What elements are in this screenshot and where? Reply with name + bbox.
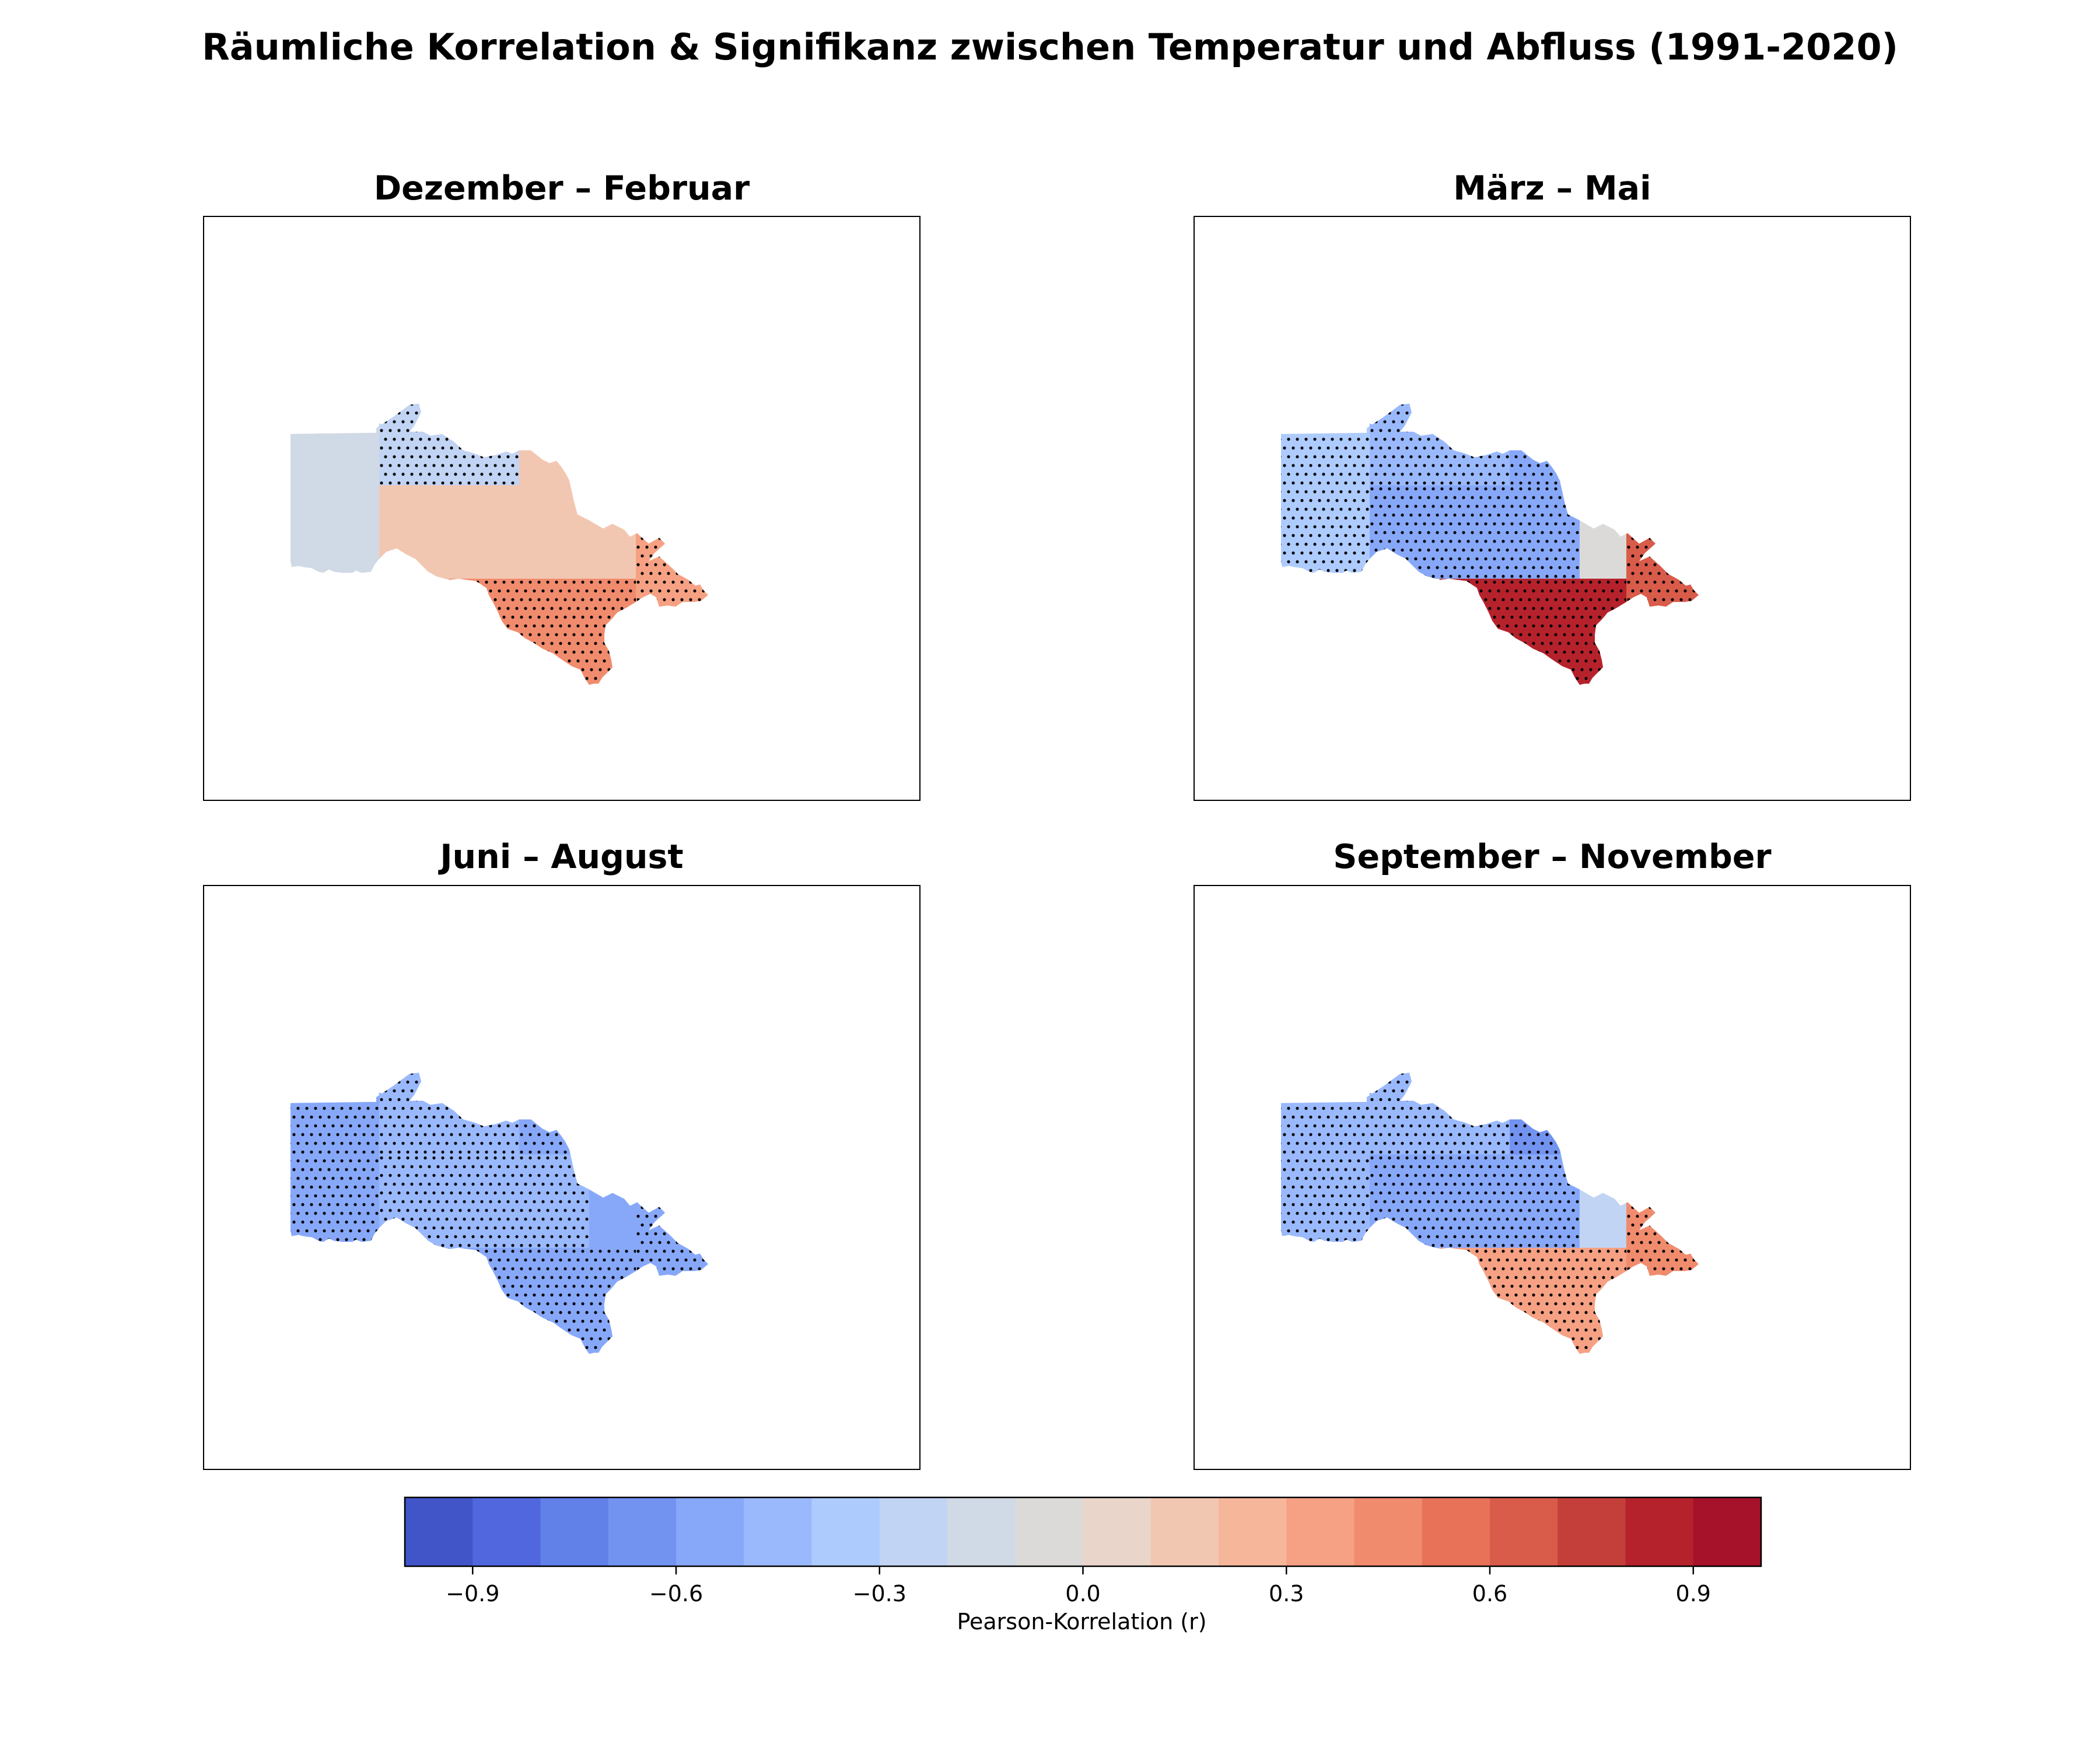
significance-stipple-center [380, 1156, 589, 1247]
map-svg [290, 404, 708, 685]
colorbar-bin [1422, 1497, 1490, 1566]
significance-stipple-fergana [636, 1180, 708, 1288]
colorbar: −0.9 −0.6 −0.3 0.0 0.3 0.6 0.9 [404, 1496, 1762, 1606]
colorbar-label: Pearson-Korrelation (r) [957, 1609, 1207, 1634]
colorbar-bin [811, 1497, 880, 1566]
region-west [1281, 1073, 1370, 1294]
region-fergana [1626, 1178, 1699, 1294]
region-fergana [636, 509, 708, 625]
colorbar-tick-label: 0.0 [1065, 1581, 1100, 1606]
region-northwest [379, 1073, 519, 1154]
map-panel-mam [1194, 216, 1911, 801]
region-southeast [449, 1248, 636, 1354]
region-northwest [379, 404, 519, 485]
colorbar-bin [1219, 1497, 1287, 1566]
panel-title-mam: März – Mai [1453, 169, 1651, 208]
colorbar-bin [1286, 1497, 1354, 1566]
colorbar-bin [879, 1497, 948, 1566]
colorbar-bin [1558, 1497, 1626, 1566]
significance-stipple-fergana [1627, 510, 1699, 619]
colorbar-bin [540, 1497, 609, 1566]
map-svg [290, 1073, 708, 1354]
region-west [1281, 404, 1370, 625]
colorbar-tick-label: 0.6 [1472, 1581, 1507, 1606]
region-southeast [1440, 1248, 1626, 1354]
colorbar-bin [1693, 1497, 1762, 1566]
region-center [379, 485, 589, 579]
significance-stipple-fergana [636, 510, 708, 619]
colorbar-bin [608, 1497, 677, 1566]
colorbar-tick-label: 0.9 [1676, 1581, 1711, 1606]
colorbar-bin [1490, 1497, 1558, 1566]
significance-stipple-fergana [1627, 1180, 1699, 1288]
map-svg [1281, 404, 1699, 685]
colorbar-bin [676, 1497, 744, 1566]
colorbar-tick-label: −0.6 [649, 1581, 703, 1606]
region-east [1510, 404, 1626, 485]
chart-title: Räumliche Korrelation & Signifikanz zwis… [202, 26, 1898, 68]
panel-title-son: September – November [1333, 838, 1772, 876]
colorbar-bin [405, 1497, 473, 1566]
map-panel-jja [203, 885, 921, 1470]
colorbar-bin [1625, 1497, 1694, 1566]
region-northwest [1370, 1073, 1510, 1154]
colorbar-bin [744, 1497, 812, 1566]
region-east [1510, 1073, 1626, 1154]
map-panel-djf [203, 216, 921, 801]
region-fergana [1626, 509, 1699, 625]
colorbar-tick-label: −0.9 [446, 1581, 499, 1606]
panel-title-jja: Juni – August [440, 838, 684, 876]
colorbar-tick-label: 0.3 [1269, 1581, 1304, 1606]
significance-stipple-center [1370, 1156, 1579, 1247]
region-east [519, 404, 636, 485]
colorbar-bin [473, 1497, 541, 1566]
region-west [290, 404, 379, 625]
region-fergana [636, 1178, 708, 1294]
map-svg [1281, 1073, 1699, 1354]
colorbar-bin [1354, 1497, 1423, 1566]
colorbar-bin [1083, 1497, 1152, 1566]
colorbar-bin [947, 1497, 1016, 1566]
region-east [519, 1073, 636, 1154]
map-panel-son [1194, 885, 1911, 1470]
region-northwest [1370, 404, 1510, 485]
colorbar-tick-label: −0.3 [853, 1581, 907, 1606]
colorbar-bin [1015, 1497, 1083, 1566]
region-southeast [449, 579, 636, 685]
region-southeast [1440, 579, 1626, 685]
colorbar-bin [1150, 1497, 1219, 1566]
region-west [290, 1073, 379, 1294]
panel-title-djf: Dezember – Februar [373, 169, 750, 208]
